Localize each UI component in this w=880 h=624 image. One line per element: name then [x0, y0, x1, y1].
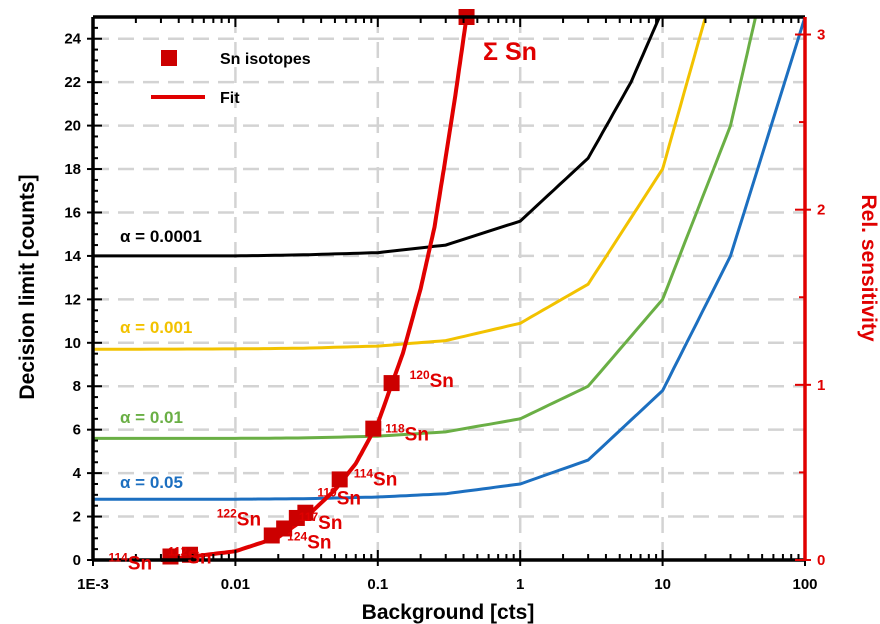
- y-tick-label: 16: [64, 204, 81, 221]
- legend-label-isotopes: Sn isotopes: [220, 51, 311, 68]
- isotope-label-8: 120Sn: [410, 368, 454, 392]
- isotope-label-1: 112Sn: [168, 545, 212, 569]
- y-tick-label: 0: [73, 552, 81, 569]
- isotope-label-5: 119Sn: [317, 486, 361, 510]
- y-tick-label: 24: [64, 31, 81, 48]
- x-tick-label: 10: [654, 576, 671, 593]
- legend: Sn isotopes Fit: [151, 50, 311, 107]
- y-tick-label: 2: [73, 509, 81, 526]
- alpha-curves: [93, 16, 807, 501]
- isotope-points: [162, 9, 475, 565]
- y2-axis-title: Rel. sensitivity: [857, 194, 880, 341]
- x-tick-label: 0.1: [367, 576, 388, 593]
- isotope-label-7: 118Sn: [385, 422, 429, 446]
- annotations: α = 0.0001 α = 0.001 α = 0.01 α = 0.05 114Sn…: [108, 227, 453, 574]
- grid-lines: [93, 17, 805, 560]
- y-tick-label: 10: [64, 335, 81, 352]
- alpha-label-0: α = 0.0001: [120, 227, 202, 246]
- isotope-point-8: [383, 375, 400, 392]
- y-tick-label: 4: [73, 465, 82, 482]
- alpha-label-3: α = 0.05: [120, 473, 183, 492]
- isotope-label-2: 122Sn: [217, 506, 261, 530]
- alpha-curve-2: [93, 16, 758, 440]
- y-tick-label: 12: [64, 291, 81, 308]
- isotope-point-3: [276, 520, 293, 537]
- alpha-curve-3: [93, 16, 807, 501]
- y-tick-label: 22: [64, 74, 81, 91]
- y2-tick-label: 0: [817, 552, 825, 569]
- y2-tick-label: 3: [817, 27, 825, 44]
- x-tick-label: 1E-3: [77, 576, 109, 593]
- x-tick-label: 0.01: [221, 576, 250, 593]
- legend-marker-square: [161, 50, 177, 66]
- x-tick-label: 100: [792, 576, 817, 593]
- alpha-label-2: α = 0.01: [120, 408, 183, 427]
- isotope-point-5: [297, 504, 314, 521]
- y2-tick-label: 1: [817, 377, 825, 394]
- isotope-point-2: [263, 527, 280, 544]
- y-tick-label: 14: [64, 248, 81, 265]
- y-tick-label: 20: [64, 118, 81, 135]
- isotope-point-7: [365, 420, 382, 437]
- alpha-label-1: α = 0.001: [120, 318, 192, 337]
- alpha-curve-1: [93, 16, 707, 351]
- fit-curve: [160, 16, 469, 562]
- alpha-curve-0: [93, 16, 661, 258]
- y-tick-label: 8: [73, 378, 81, 395]
- y-tick-label: 6: [73, 422, 81, 439]
- x-tick-label: 1: [516, 576, 524, 593]
- axes: 1E-3 0.01 0.1 1 10 10002468101214161820222401…: [64, 15, 825, 593]
- isotope-label-0: 114Sn: [108, 550, 152, 574]
- legend-label-fit: Fit: [220, 90, 240, 107]
- total-sn-label: Σ Sn: [483, 38, 537, 66]
- isotope-label-6: 114Sn: [354, 466, 398, 490]
- isotope-point-6: [331, 471, 348, 488]
- fit-curve-group: [160, 16, 469, 562]
- y2-tick-label: 2: [817, 202, 825, 219]
- y-tick-label: 18: [64, 161, 81, 178]
- isotope-label-4: 117Sn: [299, 510, 343, 534]
- x-axis-title: Background [cts]: [362, 601, 535, 624]
- isotope-label-3: 124Sn: [287, 529, 331, 553]
- y-axis-title: Decision limit [counts]: [16, 174, 39, 399]
